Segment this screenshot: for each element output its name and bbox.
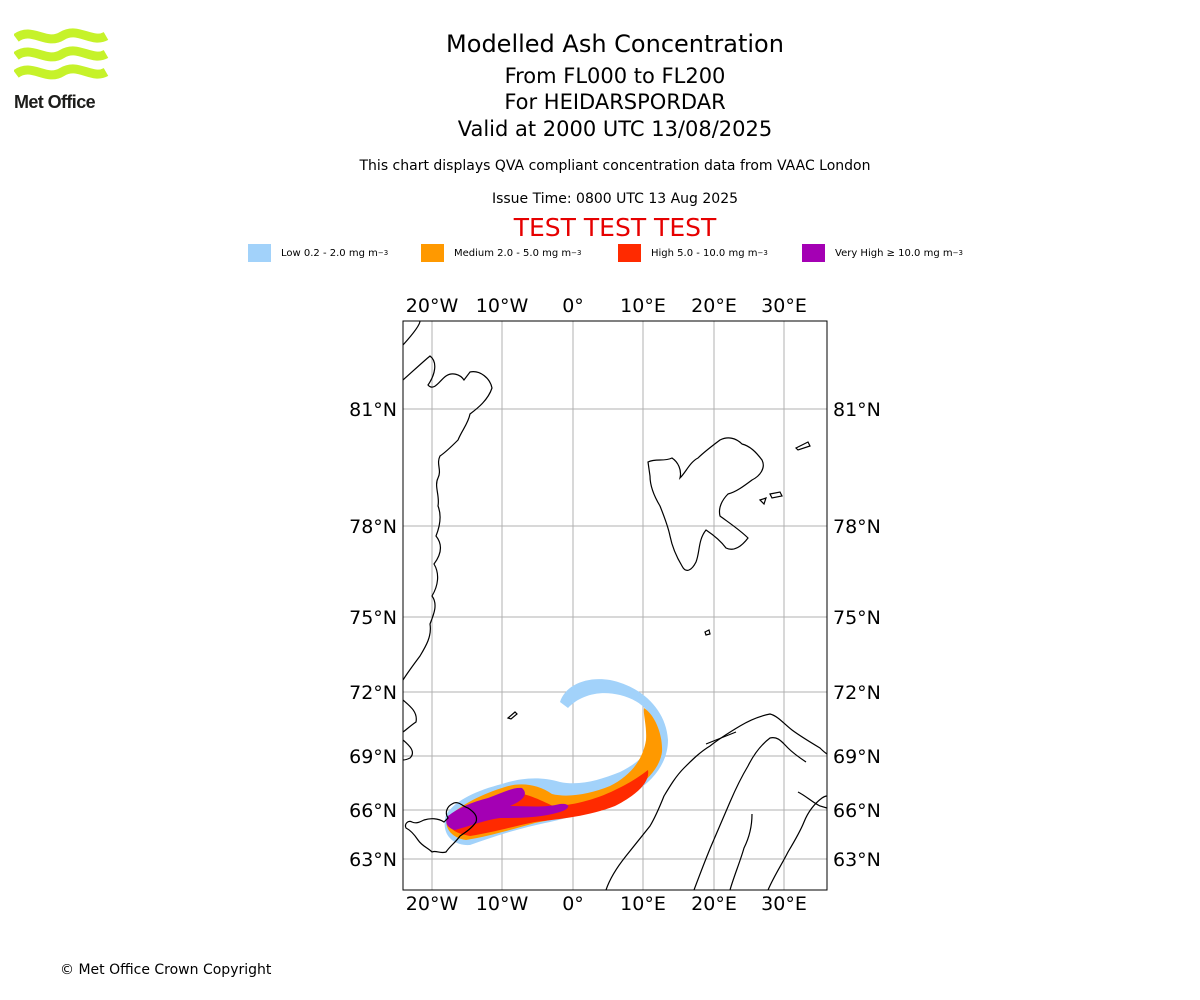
legend-swatch-high: [618, 244, 641, 262]
lat-label-left: 72°N: [349, 682, 397, 704]
legend-swatch-low: [248, 244, 271, 262]
legend-unit-exp: −3: [757, 249, 768, 257]
lon-label-top: 0°: [562, 295, 584, 317]
copyright-notice: © Met Office Crown Copyright: [60, 962, 272, 978]
legend-item-medium: Medium 2.0 - 5.0 mg m −3: [421, 244, 581, 262]
lon-label-bottom: 20°E: [691, 893, 737, 915]
legend-label-low: Low 0.2 - 2.0 mg m: [281, 247, 378, 259]
lat-label-left: 63°N: [349, 849, 397, 871]
coastlines: [403, 321, 827, 890]
sweden-border: [693, 737, 807, 890]
legend-label-very-high: Very High ≥ 10.0 mg m: [835, 247, 953, 259]
legend-swatch-medium: [421, 244, 444, 262]
lon-label-bottom: 20°W: [406, 893, 459, 915]
lon-label-top: 30°E: [761, 295, 807, 317]
scandinavia-coast: [605, 713, 827, 890]
legend-unit-exp: −3: [377, 249, 389, 257]
flight-level-range: From FL000 to FL200: [504, 64, 726, 88]
lat-label-right: 81°N: [833, 399, 881, 421]
svalbard-coast: [647, 437, 764, 571]
lon-label-top: 10°E: [620, 295, 666, 317]
gridlines: [403, 321, 827, 890]
lon-label-top: 20°W: [406, 295, 459, 317]
legend-item-low: Low 0.2 - 2.0 mg m −3: [248, 244, 388, 262]
lat-label-right: 69°N: [833, 746, 881, 768]
lon-label-bottom: 10°W: [476, 893, 529, 915]
test-banner: TEST TEST TEST: [513, 213, 717, 242]
finland-coast: [729, 795, 827, 890]
map-frame: [402, 320, 828, 891]
lat-label-right: 78°N: [833, 516, 881, 538]
lat-label-left: 78°N: [349, 516, 397, 538]
valid-time: Valid at 2000 UTC 13/08/2025: [457, 117, 773, 141]
lon-label-top: 20°E: [691, 295, 737, 317]
lat-label-right: 66°N: [833, 800, 881, 822]
legend-unit-exp: −3: [571, 249, 582, 257]
chart-title: Modelled Ash Concentration: [446, 30, 784, 58]
axis-labels: 20°W 10°W 0° 10°E 20°E 30°E 20°W 10°W 0°…: [349, 295, 881, 915]
lat-label-left: 75°N: [349, 607, 397, 629]
legend-label-high: High 5.0 - 10.0 mg m: [651, 247, 758, 259]
lon-label-bottom: 30°E: [761, 893, 807, 915]
ash-high-region: [449, 770, 649, 836]
lat-label-right: 63°N: [833, 849, 881, 871]
met-office-logo: Met Office: [13, 28, 110, 118]
lat-label-right: 72°N: [833, 682, 881, 704]
greenland-coast: [403, 321, 493, 681]
legend-swatch-very-high: [802, 244, 825, 262]
legend-item-very-high: Very High ≥ 10.0 mg m −3: [802, 244, 963, 262]
logo-text: Met Office: [14, 92, 96, 112]
lon-label-bottom: 10°E: [620, 893, 666, 915]
legend-item-high: High 5.0 - 10.0 mg m −3: [618, 244, 768, 262]
lon-label-bottom: 0°: [562, 893, 584, 915]
lat-label-left: 66°N: [349, 800, 397, 822]
issue-time: Issue Time: 0800 UTC 13 Aug 2025: [491, 191, 739, 207]
lat-label-left: 69°N: [349, 746, 397, 768]
iceland-coast: [404, 802, 478, 854]
chart-description: This chart displays QVA compliant concen…: [359, 158, 871, 174]
lat-label-left: 81°N: [349, 399, 397, 421]
volcano-name: For HEIDARSPORDAR: [504, 90, 726, 114]
legend-label-medium: Medium 2.0 - 5.0 mg m: [454, 247, 572, 259]
lat-label-right: 75°N: [833, 607, 881, 629]
met-office-wave-icon: [13, 28, 109, 80]
legend-unit-exp: −3: [952, 249, 963, 257]
lon-label-top: 10°W: [476, 295, 529, 317]
